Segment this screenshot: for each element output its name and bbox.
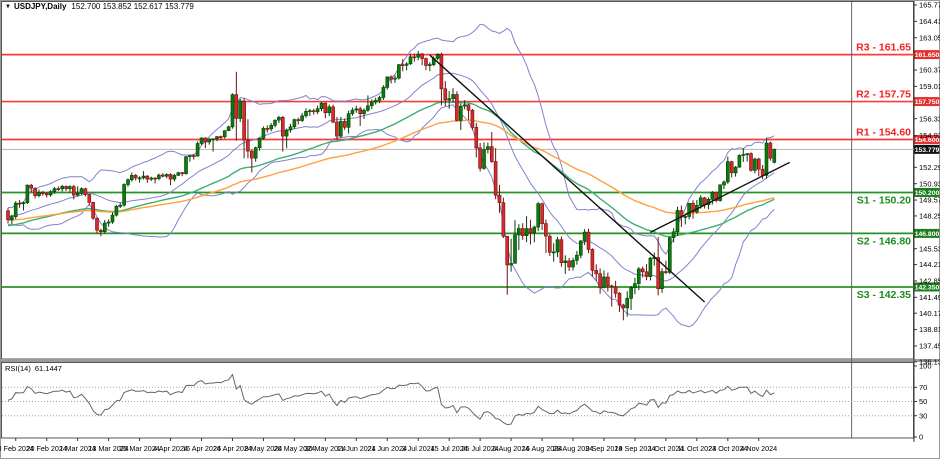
resistance-r3-badge bbox=[914, 50, 940, 60]
date-tick-label: 9 Sep 2024 bbox=[586, 444, 623, 453]
date-tick-label: 19 Sep 2024 bbox=[615, 444, 656, 453]
symbol-dropdown-icon[interactable]: ▼ bbox=[5, 4, 11, 10]
date-tick-label: 11 Oct 2024 bbox=[678, 444, 717, 453]
price-tick-label: 144.210 bbox=[919, 260, 940, 269]
date-tick-label: 23 Oct 2024 bbox=[708, 444, 747, 453]
price-tick-label: 140.170 bbox=[919, 309, 940, 318]
price-tick-label: 150.930 bbox=[919, 179, 940, 188]
date-tick-label: 6 Aug 2024 bbox=[493, 444, 529, 453]
current-price-badge bbox=[914, 144, 940, 154]
candles-layer[interactable] bbox=[6, 51, 777, 321]
support-s2-label: S2 - 146.80 bbox=[857, 235, 911, 247]
price-tick-label: 154.920 bbox=[919, 131, 940, 140]
price-tick-label: 164.410 bbox=[919, 17, 940, 26]
resistance-r2-label: R2 - 157.75 bbox=[856, 89, 911, 101]
resistance-r3-badge-text: 161.650 bbox=[915, 52, 940, 59]
resistance-r1-badge-text: 154.600 bbox=[915, 137, 940, 144]
date-tick-label: 13 Mar 2024 bbox=[88, 444, 128, 453]
price-tick-label: 163.050 bbox=[919, 33, 940, 42]
current-price-badge-text: 153.779 bbox=[915, 147, 940, 154]
bollinger-lower-band bbox=[7, 104, 775, 328]
rsi-tick-label: 50 bbox=[919, 397, 927, 406]
date-tick-label: 1 Oct 2024 bbox=[648, 444, 683, 453]
price-tick-label: 141.490 bbox=[919, 293, 940, 302]
rsi-indicator-label: RSI(14) 61.1447 bbox=[5, 364, 66, 373]
symbol-period-label: USDJPY,Daily bbox=[13, 2, 67, 11]
trendline-ascending[interactable] bbox=[650, 161, 791, 233]
resistance-r2-badge bbox=[914, 97, 940, 107]
price-tick-label: 152.290 bbox=[919, 163, 940, 172]
date-tick-label: 25 Jul 2024 bbox=[462, 444, 499, 453]
date-tick-label: 26 Apr 2024 bbox=[213, 444, 252, 453]
date-tick-label: 21 Jun 2024 bbox=[367, 444, 407, 453]
resistance-r1-label: R1 - 154.60 bbox=[856, 126, 911, 138]
support-s3-label: S3 - 142.35 bbox=[857, 289, 911, 301]
date-tick-label: 11 Jun 2024 bbox=[337, 444, 376, 453]
date-tick-label: 15 Jul 2024 bbox=[431, 444, 468, 453]
date-tick-label: 4 Nov 2024 bbox=[740, 444, 777, 453]
resistance-r1-badge bbox=[914, 134, 940, 144]
date-tick-label: 20 Feb 2024 bbox=[27, 444, 67, 453]
rsi-tick-label: 100 bbox=[919, 362, 932, 371]
date-tick-label: 8 May 2024 bbox=[245, 444, 283, 453]
price-tick-label: 159.010 bbox=[919, 82, 940, 91]
date-tick-label: 16 Apr 2024 bbox=[182, 444, 221, 453]
date-tick-label: 25 Mar 2024 bbox=[119, 444, 159, 453]
support-s3-badge-text: 142.350 bbox=[915, 285, 940, 292]
resistance-r2-badge-text: 157.750 bbox=[915, 99, 940, 106]
rsi-tick-label: 0 bbox=[919, 433, 923, 442]
date-tick-label: 16 Aug 2024 bbox=[522, 444, 562, 453]
rsi-tick-label: 30 bbox=[919, 411, 927, 420]
date-tick-label: 3 Jul 2024 bbox=[402, 444, 435, 453]
support-s1-badge-text: 150.200 bbox=[915, 190, 940, 197]
price-tick-label: 136.130 bbox=[919, 357, 940, 366]
rsi-name: RSI(14) bbox=[5, 364, 31, 373]
support-s3-badge bbox=[914, 282, 940, 292]
price-tick-label: 145.530 bbox=[919, 244, 940, 253]
main-panel-frame bbox=[1, 1, 914, 360]
date-tick-label: 8 Feb 2024 bbox=[0, 444, 34, 453]
price-tick-label: 137.450 bbox=[919, 342, 940, 351]
panel-splitter[interactable] bbox=[0, 359, 940, 362]
price-tick-label: 156.330 bbox=[919, 114, 940, 123]
price-tick-label: 160.370 bbox=[919, 66, 940, 75]
resistance-r3-label: R3 - 161.65 bbox=[856, 42, 911, 54]
chart-title: ▼ USDJPY,Daily 152.700 153.852 152.617 153… bbox=[5, 2, 194, 11]
date-tick-label: 28 Aug 2024 bbox=[553, 444, 593, 453]
date-tick-label: 1 Mar 2024 bbox=[59, 444, 95, 453]
price-tick-label: 165.770 bbox=[919, 1, 940, 10]
support-s1-badge bbox=[914, 187, 940, 197]
rsi-line bbox=[7, 373, 775, 426]
date-tick-label: 4 Apr 2024 bbox=[153, 444, 188, 453]
support-s2-badge-text: 146.800 bbox=[915, 231, 940, 238]
support-s1-label: S1 - 150.20 bbox=[857, 194, 911, 206]
date-tick-label: 20 May 2024 bbox=[274, 444, 316, 453]
support-s2-badge bbox=[914, 228, 940, 238]
price-tick-label: 149.570 bbox=[919, 196, 940, 205]
ema-slow-line bbox=[8, 119, 775, 221]
rsi-tick-label: 70 bbox=[919, 383, 927, 392]
price-tick-label: 142.850 bbox=[919, 277, 940, 286]
price-tick-label: 138.810 bbox=[919, 325, 940, 334]
date-tick-label: 30 May 2024 bbox=[305, 444, 347, 453]
rsi-panel-frame bbox=[1, 362, 914, 439]
ohlc-readout: 152.700 153.852 152.617 153.779 bbox=[71, 2, 194, 11]
rsi-value: 61.1447 bbox=[34, 364, 62, 373]
price-tick-label: 148.250 bbox=[919, 212, 940, 221]
ema-fast-line bbox=[7, 101, 775, 238]
trendline-descending[interactable] bbox=[429, 54, 706, 303]
